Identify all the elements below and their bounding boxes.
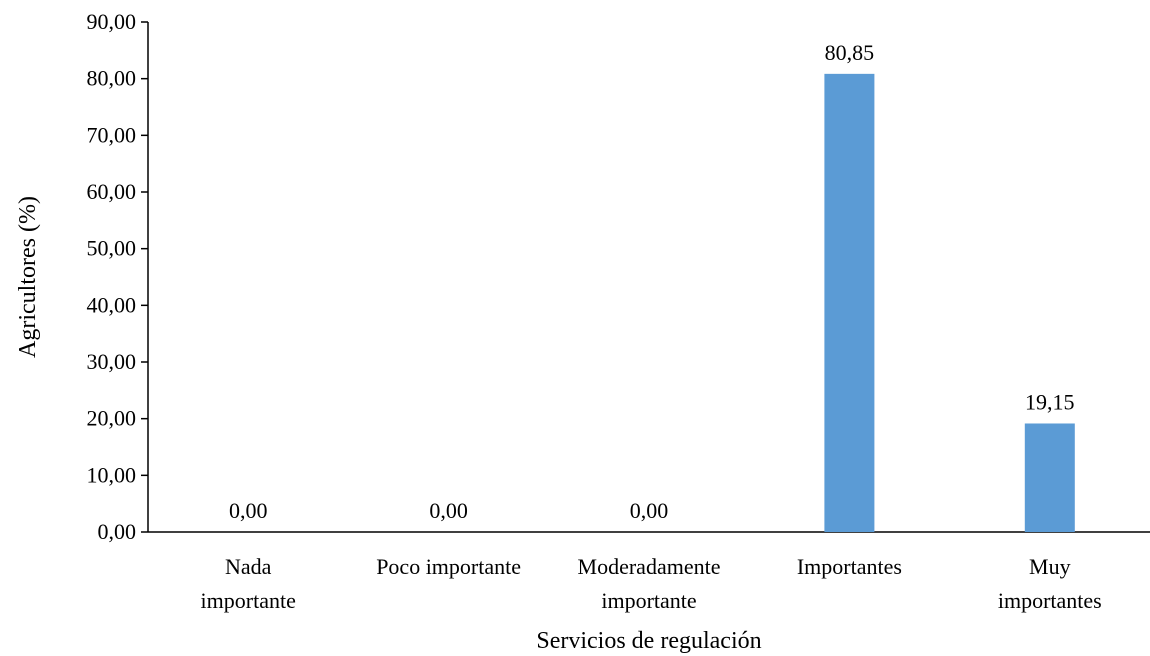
bar xyxy=(1024,423,1075,532)
y-axis-ticks: 0,00 10,00 20,00 30,00 40,00 50,00 60,00 70,00 8… xyxy=(87,9,148,544)
x-tick-label: Muy importantes xyxy=(998,554,1102,613)
y-tick-label: 50,00 xyxy=(87,236,137,261)
y-tick-label: 90,00 xyxy=(87,9,137,34)
y-tick-label: 10,00 xyxy=(87,462,137,487)
data-label: 0,00 xyxy=(429,498,468,523)
y-tick-label: 30,00 xyxy=(87,349,137,374)
y-tick-label: 20,00 xyxy=(87,406,137,431)
x-tick-label: Nada importante xyxy=(201,554,296,613)
y-tick-label: 80,00 xyxy=(87,66,137,91)
y-tick-label: 60,00 xyxy=(87,179,137,204)
y-tick-label: 70,00 xyxy=(87,122,137,147)
x-tick-label: Poco importante xyxy=(376,554,521,579)
data-label: 80,85 xyxy=(825,40,875,65)
data-labels-group: 0,00 0,00 0,00 80,85 19,15 xyxy=(229,40,1075,523)
bars-group xyxy=(824,73,1075,532)
data-label: 19,15 xyxy=(1025,389,1075,414)
y-tick-label: 0,00 xyxy=(98,519,137,544)
y-tick-label: 40,00 xyxy=(87,292,137,317)
x-axis-title: Servicios de regulación xyxy=(536,628,761,654)
data-label: 0,00 xyxy=(630,498,669,523)
x-axis-tick-labels: Nada importante Poco importante Moderadamen… xyxy=(201,554,1102,613)
y-axis-title: Agricultores (%) xyxy=(15,196,41,358)
x-tick-label: Importantes xyxy=(797,554,902,579)
data-label: 0,00 xyxy=(229,498,268,523)
bar xyxy=(824,73,875,532)
x-tick-label: Moderadamente importante xyxy=(578,554,721,613)
